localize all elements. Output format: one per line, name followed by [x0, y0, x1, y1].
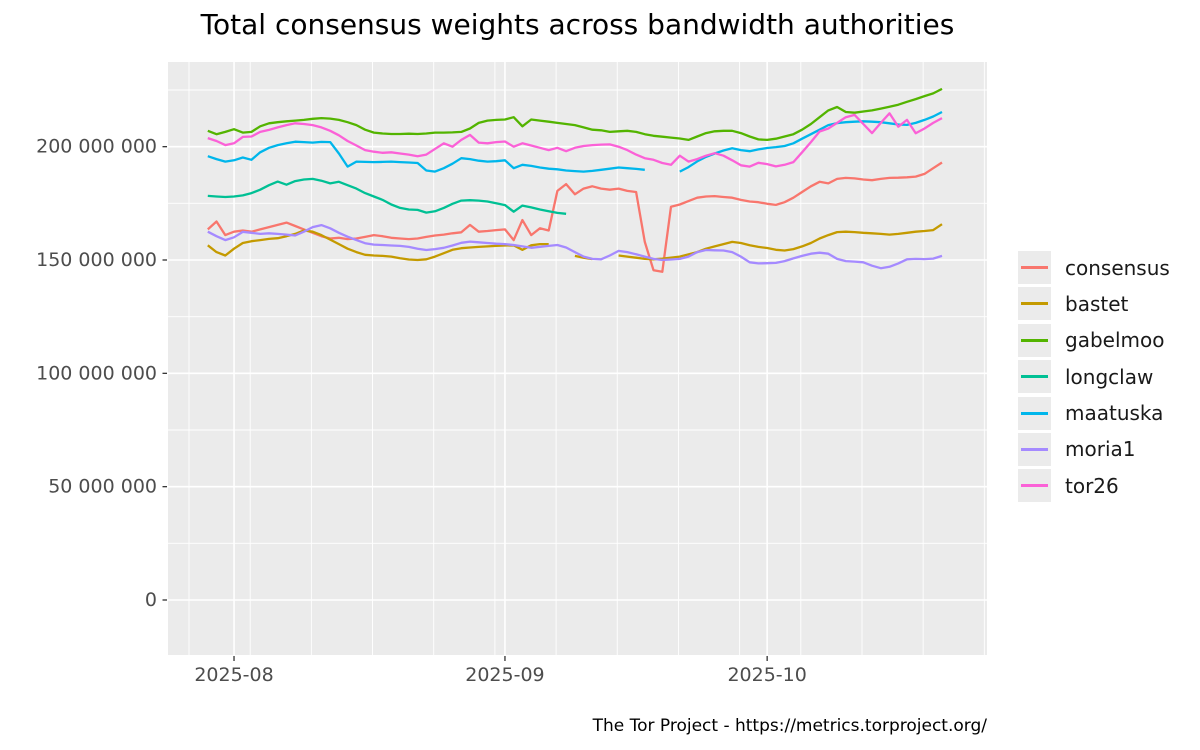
legend-key-bastet — [1018, 287, 1051, 321]
legend-item-moria1: moria1 — [1018, 432, 1170, 466]
legend-key-gabelmoo — [1018, 323, 1051, 357]
legend-key-moria1 — [1018, 432, 1051, 466]
legend-key-line-moria1 — [1021, 447, 1048, 451]
chart-title: Total consensus weights across bandwidth… — [200, 8, 955, 41]
legend: consensus bastet gabelmoo longclaw maatuska m… — [1018, 251, 1170, 503]
series-line-maatuska — [207, 110, 943, 173]
legend-item-gabelmoo: gabelmoo — [1018, 323, 1170, 357]
legend-key-line-bastet — [1021, 302, 1048, 306]
legend-label-gabelmoo: gabelmoo — [1065, 328, 1165, 353]
y-tick-label: 150 000 000 — [36, 249, 157, 271]
y-tick-label: 200 000 000 — [36, 136, 157, 158]
legend-item-longclaw: longclaw — [1018, 360, 1170, 394]
plot-panel — [168, 62, 987, 655]
legend-label-longclaw: longclaw — [1065, 364, 1154, 389]
legend-label-tor26: tor26 — [1065, 473, 1119, 498]
legend-label-maatuska: maatuska — [1065, 401, 1164, 426]
x-tick-label: 2025-09 — [465, 664, 544, 686]
legend-key-consensus — [1018, 251, 1051, 284]
x-tick-label: 2025-08 — [194, 664, 273, 686]
legend-key-line-maatuska — [1021, 411, 1048, 415]
legend-item-consensus: consensus — [1018, 251, 1170, 284]
series-line-longclaw — [207, 177, 567, 215]
legend-key-maatuska — [1018, 396, 1051, 430]
legend-key-line-tor26 — [1021, 484, 1048, 488]
legend-item-bastet: bastet — [1018, 287, 1170, 321]
series-line-tor26 — [207, 112, 943, 168]
legend-key-longclaw — [1018, 360, 1051, 394]
legend-key-line-longclaw — [1021, 375, 1048, 379]
legend-label-moria1: moria1 — [1065, 437, 1136, 462]
series-line-moria1 — [207, 223, 943, 270]
y-tick-label: 50 000 000 — [48, 476, 157, 498]
footer-caption: The Tor Project - https://metrics.torpro… — [592, 716, 987, 736]
legend-item-maatuska: maatuska — [1018, 396, 1170, 430]
y-tick-label: 100 000 000 — [36, 362, 157, 384]
y-tick-label: 0 — [145, 589, 157, 611]
series-line-gabelmoo — [207, 87, 943, 142]
legend-key-tor26 — [1018, 469, 1051, 503]
legend-label-consensus: consensus — [1065, 255, 1170, 280]
legend-label-bastet: bastet — [1065, 291, 1129, 316]
legend-key-line-gabelmoo — [1021, 338, 1048, 342]
legend-key-line-consensus — [1021, 266, 1048, 269]
x-tick-label: 2025-10 — [727, 664, 806, 686]
legend-item-tor26: tor26 — [1018, 469, 1170, 503]
